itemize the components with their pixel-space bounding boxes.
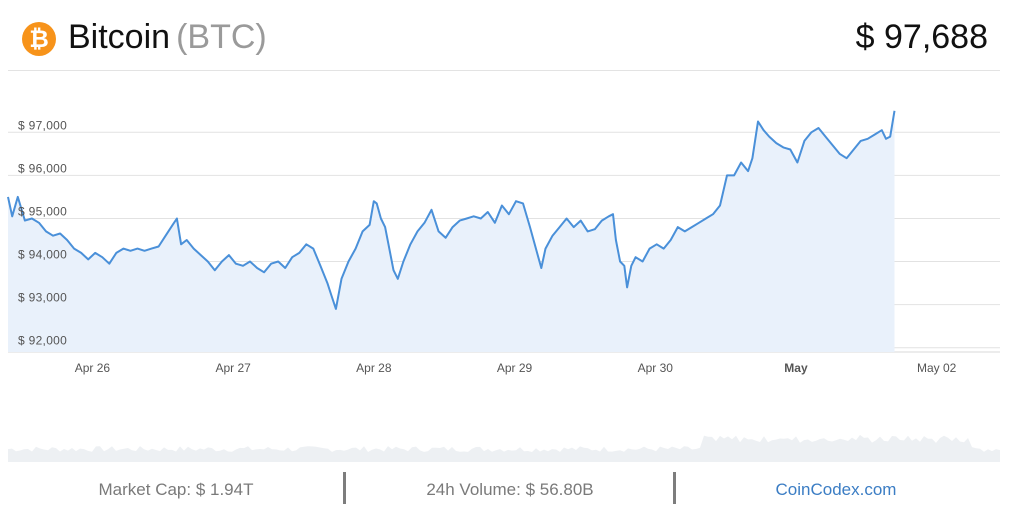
market-cap: Market Cap: $ 1.94T bbox=[98, 480, 254, 499]
y-tick-label: $ 96,000 bbox=[18, 161, 67, 175]
footer: Market Cap: $ 1.94T 24h Volume: $ 56.80B… bbox=[0, 468, 1012, 510]
price-line[interactable] bbox=[7, 110, 896, 310]
y-tick-label: $ 92,000 bbox=[18, 334, 67, 348]
x-tick-label: Apr 29 bbox=[497, 361, 533, 375]
x-tick-label: Apr 27 bbox=[215, 361, 251, 375]
footer-separator bbox=[673, 472, 676, 504]
volume-navigator[interactable] bbox=[8, 434, 1000, 462]
x-tick-label: Apr 26 bbox=[75, 361, 111, 375]
y-tick-label: $ 94,000 bbox=[18, 248, 67, 262]
bitcoin-logo-glyph: ₿ bbox=[29, 25, 49, 53]
x-tick-label: May 02 bbox=[917, 361, 957, 375]
header: ₿ Bitcoin (BTC) $ 97,688 bbox=[0, 0, 1012, 70]
y-tick-label: $ 97,000 bbox=[18, 118, 67, 132]
y-axis-ticks: $ 92,000 $ 93,000 $ 94,000 $ 95,000 $ 96,000… bbox=[18, 118, 67, 347]
y-tick-label: $ 93,000 bbox=[18, 291, 67, 305]
price-chart[interactable]: $ 92,000 $ 93,000 $ 94,000 $ 95,000 $ 96,000… bbox=[0, 0, 1012, 468]
coin-title: Bitcoin (BTC) bbox=[68, 18, 267, 57]
coin-symbol: (BTC) bbox=[176, 18, 267, 56]
x-tick-label: May bbox=[784, 361, 808, 375]
coincodex-link[interactable]: CoinCodex.com bbox=[775, 480, 897, 499]
x-axis-ticks: Apr 26 Apr 27 Apr 28 Apr 29 Apr 30 May May 02 bbox=[75, 361, 957, 375]
current-price: $ 97,688 bbox=[855, 18, 988, 56]
y-tick-label: $ 95,000 bbox=[18, 204, 67, 218]
footer-separator bbox=[343, 472, 346, 504]
price-area bbox=[8, 110, 895, 352]
x-tick-label: Apr 30 bbox=[638, 361, 674, 375]
volume-24h: 24h Volume: $ 56.80B bbox=[426, 480, 594, 499]
coin-name: Bitcoin bbox=[68, 18, 171, 56]
header-divider bbox=[8, 70, 1000, 71]
bitcoin-logo-icon: ₿ bbox=[22, 22, 56, 56]
x-tick-label: Apr 28 bbox=[356, 361, 392, 375]
